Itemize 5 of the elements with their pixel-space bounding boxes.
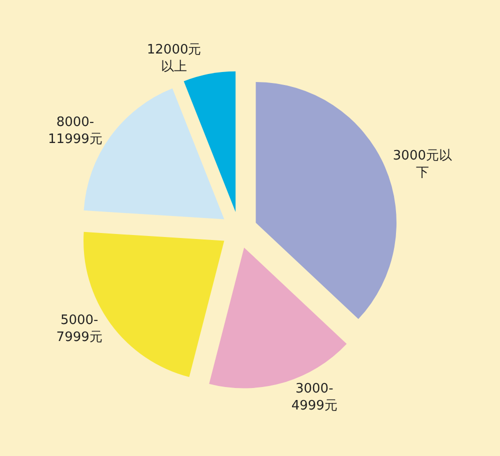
slice-label: 3000-4999元 bbox=[291, 381, 338, 414]
slice-label: 12000元以上 bbox=[146, 42, 202, 74]
slice-label: 8000-11999元 bbox=[48, 115, 102, 147]
slice-label: 5000-7999元 bbox=[56, 313, 102, 345]
slice-label: 3000元以下 bbox=[392, 148, 452, 180]
